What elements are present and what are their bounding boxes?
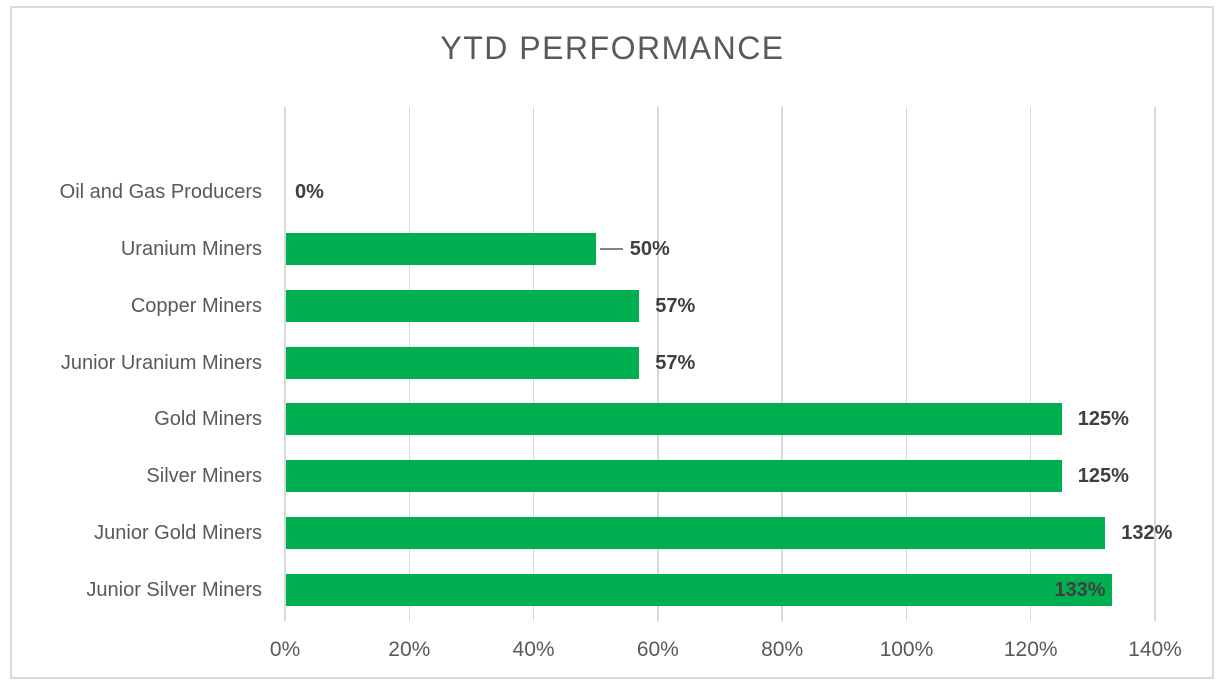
x-axis-tick-label: 20% [388, 638, 431, 661]
category-label: Copper Miners [130, 294, 262, 317]
bar [286, 289, 640, 322]
data-label: 125% [1077, 408, 1129, 431]
chart-border [10, 6, 1214, 679]
gridline [657, 107, 659, 621]
gridline [1029, 107, 1032, 621]
x-axis-tick-label: 80% [761, 638, 804, 661]
data-label: 125% [1077, 465, 1129, 488]
bar [286, 517, 1106, 550]
gridline [284, 107, 286, 621]
category-label: Junior Gold Miners [94, 522, 262, 545]
x-axis-tick-label: 60% [636, 638, 679, 661]
data-label: 133% [1054, 579, 1106, 601]
category-label: Oil and Gas Producers [59, 181, 262, 203]
bar [286, 460, 1062, 493]
bar [286, 403, 1062, 436]
category-label: Gold Miners [154, 408, 262, 431]
bar [286, 574, 1112, 606]
chart-title: YTD PERFORMANCE [440, 30, 785, 66]
bar [286, 232, 596, 265]
data-label: 57% [655, 351, 696, 374]
leader-line [599, 247, 623, 250]
x-axis-tick-label: 140% [1128, 638, 1182, 661]
gridline [1154, 107, 1156, 621]
data-label: 0% [295, 181, 324, 203]
category-label: Junior Uranium Miners [60, 351, 262, 374]
x-axis-tick-label: 120% [1003, 638, 1058, 661]
gridline [781, 107, 783, 621]
category-label: Junior Silver Miners [86, 579, 262, 601]
x-axis-tick-label: 100% [879, 638, 934, 661]
data-label: 57% [655, 294, 696, 317]
x-axis-tick-label: 0% [269, 638, 301, 661]
x-axis-tick-label: 40% [512, 638, 555, 661]
category-label: Uranium Miners [120, 237, 262, 260]
gridline [905, 107, 908, 621]
data-label: 132% [1121, 522, 1173, 545]
bar [286, 346, 640, 379]
data-label: 50% [629, 237, 670, 260]
category-label: Silver Miners [146, 465, 262, 488]
